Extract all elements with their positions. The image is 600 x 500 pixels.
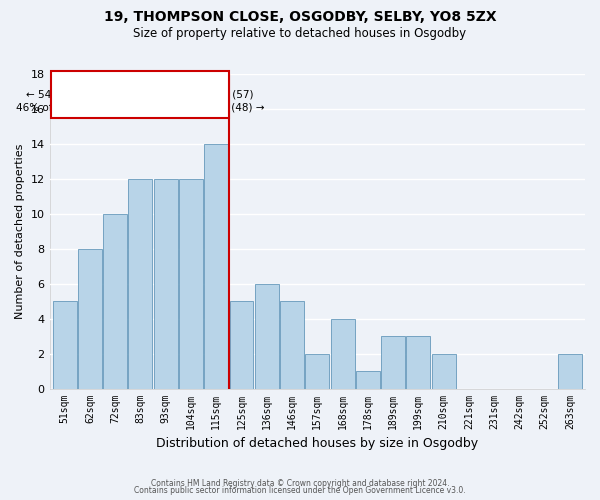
Bar	[280, 301, 304, 388]
Text: 46% of semi-detached houses are larger (48) →: 46% of semi-detached houses are larger (…	[16, 103, 264, 113]
Bar	[230, 301, 253, 388]
Text: Size of property relative to detached houses in Osgodby: Size of property relative to detached ho…	[133, 28, 467, 40]
Bar	[53, 301, 77, 388]
Bar	[331, 318, 355, 388]
Text: Contains HM Land Registry data © Crown copyright and database right 2024.: Contains HM Land Registry data © Crown c…	[151, 478, 449, 488]
Bar	[78, 249, 102, 388]
X-axis label: Distribution of detached houses by size in Osgodby: Distribution of detached houses by size …	[156, 437, 478, 450]
Bar	[103, 214, 127, 388]
Bar	[406, 336, 430, 388]
Bar	[558, 354, 582, 388]
Bar	[381, 336, 405, 388]
Bar	[255, 284, 279, 389]
Bar	[305, 354, 329, 388]
Y-axis label: Number of detached properties: Number of detached properties	[15, 144, 25, 319]
Bar	[431, 354, 455, 388]
Text: ← 54% of detached houses are smaller (57): ← 54% of detached houses are smaller (57…	[26, 90, 254, 100]
Bar	[356, 371, 380, 388]
Text: 19 THOMPSON CLOSE: 115sqm: 19 THOMPSON CLOSE: 115sqm	[50, 76, 230, 86]
Text: 19, THOMPSON CLOSE, OSGODBY, SELBY, YO8 5ZX: 19, THOMPSON CLOSE, OSGODBY, SELBY, YO8 …	[104, 10, 496, 24]
Bar	[179, 179, 203, 388]
Text: Contains public sector information licensed under the Open Government Licence v3: Contains public sector information licen…	[134, 486, 466, 495]
Bar	[154, 179, 178, 388]
Bar	[128, 179, 152, 388]
Bar	[204, 144, 228, 388]
